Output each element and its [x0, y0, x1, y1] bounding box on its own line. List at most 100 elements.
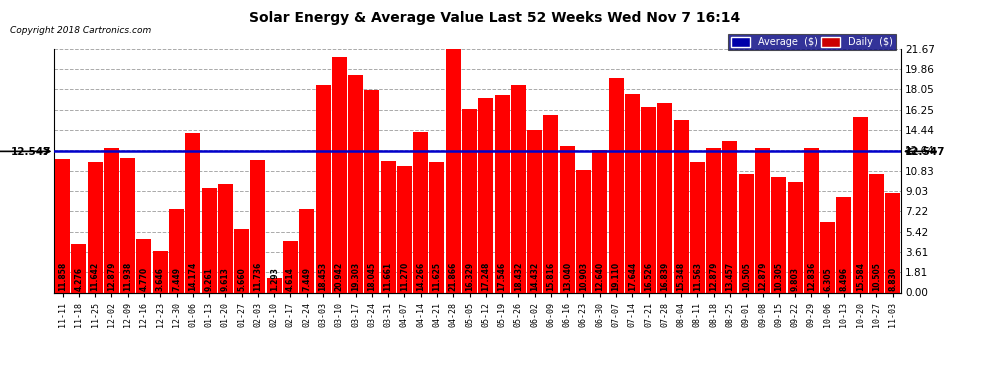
- Text: 15.584: 15.584: [855, 262, 864, 291]
- Text: 14.174: 14.174: [188, 262, 197, 291]
- Bar: [185, 133, 200, 292]
- Text: 16.329: 16.329: [465, 262, 474, 291]
- Bar: [88, 162, 103, 292]
- Text: 10.505: 10.505: [742, 262, 750, 291]
- Bar: [511, 85, 526, 292]
- Bar: [381, 161, 396, 292]
- Bar: [137, 239, 151, 292]
- Bar: [739, 174, 753, 292]
- Bar: [576, 170, 591, 292]
- Bar: [609, 78, 624, 292]
- Text: 9.261: 9.261: [205, 267, 214, 291]
- Text: 12.836: 12.836: [807, 262, 816, 291]
- Bar: [348, 75, 363, 292]
- Bar: [413, 132, 429, 292]
- Text: 12.879: 12.879: [758, 261, 767, 291]
- Text: 15.816: 15.816: [546, 262, 555, 291]
- Bar: [657, 103, 672, 292]
- Bar: [202, 188, 217, 292]
- Bar: [120, 158, 136, 292]
- Bar: [706, 148, 721, 292]
- Bar: [559, 146, 574, 292]
- Bar: [462, 109, 477, 292]
- Bar: [152, 252, 167, 292]
- Text: 21.866: 21.866: [448, 262, 457, 291]
- Bar: [690, 162, 705, 292]
- Bar: [837, 197, 851, 292]
- Legend: Average  ($), Daily  ($): Average ($), Daily ($): [728, 34, 896, 50]
- Text: 15.348: 15.348: [676, 262, 686, 291]
- Text: 18.045: 18.045: [367, 262, 376, 291]
- Bar: [723, 141, 738, 292]
- Text: 17.546: 17.546: [498, 262, 507, 291]
- Text: 17.644: 17.644: [628, 262, 637, 291]
- Bar: [642, 106, 656, 292]
- Text: 11.625: 11.625: [433, 262, 442, 291]
- Bar: [788, 182, 803, 292]
- Text: 13.457: 13.457: [726, 262, 735, 291]
- Bar: [299, 209, 314, 292]
- Bar: [250, 160, 265, 292]
- Text: 6.305: 6.305: [823, 267, 833, 291]
- Bar: [364, 90, 379, 292]
- Text: 7.449: 7.449: [172, 267, 181, 291]
- Text: 14.266: 14.266: [416, 262, 425, 291]
- Bar: [625, 94, 640, 292]
- Text: 17.248: 17.248: [481, 261, 490, 291]
- Text: 11.736: 11.736: [253, 262, 262, 291]
- Bar: [869, 174, 884, 292]
- Bar: [218, 184, 233, 292]
- Bar: [332, 57, 346, 292]
- Text: 10.505: 10.505: [872, 262, 881, 291]
- Bar: [104, 148, 119, 292]
- Text: 5.660: 5.660: [238, 267, 247, 291]
- Text: 8.496: 8.496: [840, 267, 848, 291]
- Text: 11.270: 11.270: [400, 262, 409, 291]
- Bar: [235, 229, 249, 292]
- Text: 12.879: 12.879: [709, 261, 718, 291]
- Bar: [544, 115, 558, 292]
- Bar: [804, 148, 819, 292]
- Text: 4.276: 4.276: [74, 267, 83, 291]
- Bar: [169, 209, 184, 292]
- Text: 3.646: 3.646: [155, 267, 164, 291]
- Text: 18.432: 18.432: [514, 262, 523, 291]
- Text: 10.305: 10.305: [774, 262, 783, 291]
- Text: 9.803: 9.803: [791, 267, 800, 291]
- Text: 11.938: 11.938: [123, 262, 133, 291]
- Text: 18.453: 18.453: [319, 262, 328, 291]
- Bar: [316, 85, 331, 292]
- Bar: [283, 241, 298, 292]
- Text: 11.858: 11.858: [58, 262, 67, 291]
- Bar: [820, 222, 836, 292]
- Bar: [592, 150, 607, 292]
- Text: 12.879: 12.879: [107, 261, 116, 291]
- Bar: [673, 120, 689, 292]
- Text: 13.040: 13.040: [562, 262, 571, 291]
- Text: 4.614: 4.614: [286, 267, 295, 291]
- Text: 20.942: 20.942: [335, 262, 344, 291]
- Text: 4.770: 4.770: [140, 267, 148, 291]
- Text: Copyright 2018 Cartronics.com: Copyright 2018 Cartronics.com: [10, 26, 151, 35]
- Text: 1.293: 1.293: [269, 267, 279, 291]
- Bar: [852, 117, 867, 292]
- Text: 11.642: 11.642: [91, 262, 100, 291]
- Text: 16.526: 16.526: [644, 262, 653, 291]
- Bar: [430, 162, 445, 292]
- Bar: [71, 244, 86, 292]
- Text: 14.432: 14.432: [531, 262, 540, 291]
- Text: 19.110: 19.110: [612, 262, 621, 291]
- Bar: [478, 99, 493, 292]
- Bar: [527, 130, 543, 292]
- Text: 16.839: 16.839: [660, 262, 669, 291]
- Bar: [495, 95, 510, 292]
- Text: Solar Energy & Average Value Last 52 Weeks Wed Nov 7 16:14: Solar Energy & Average Value Last 52 Wee…: [249, 11, 741, 25]
- Bar: [885, 193, 900, 292]
- Bar: [755, 148, 770, 292]
- Text: 8.830: 8.830: [888, 267, 897, 291]
- Bar: [55, 159, 70, 292]
- Text: 19.303: 19.303: [351, 262, 360, 291]
- Bar: [771, 177, 786, 292]
- Text: 12.640: 12.640: [595, 262, 604, 291]
- Text: 11.563: 11.563: [693, 262, 702, 291]
